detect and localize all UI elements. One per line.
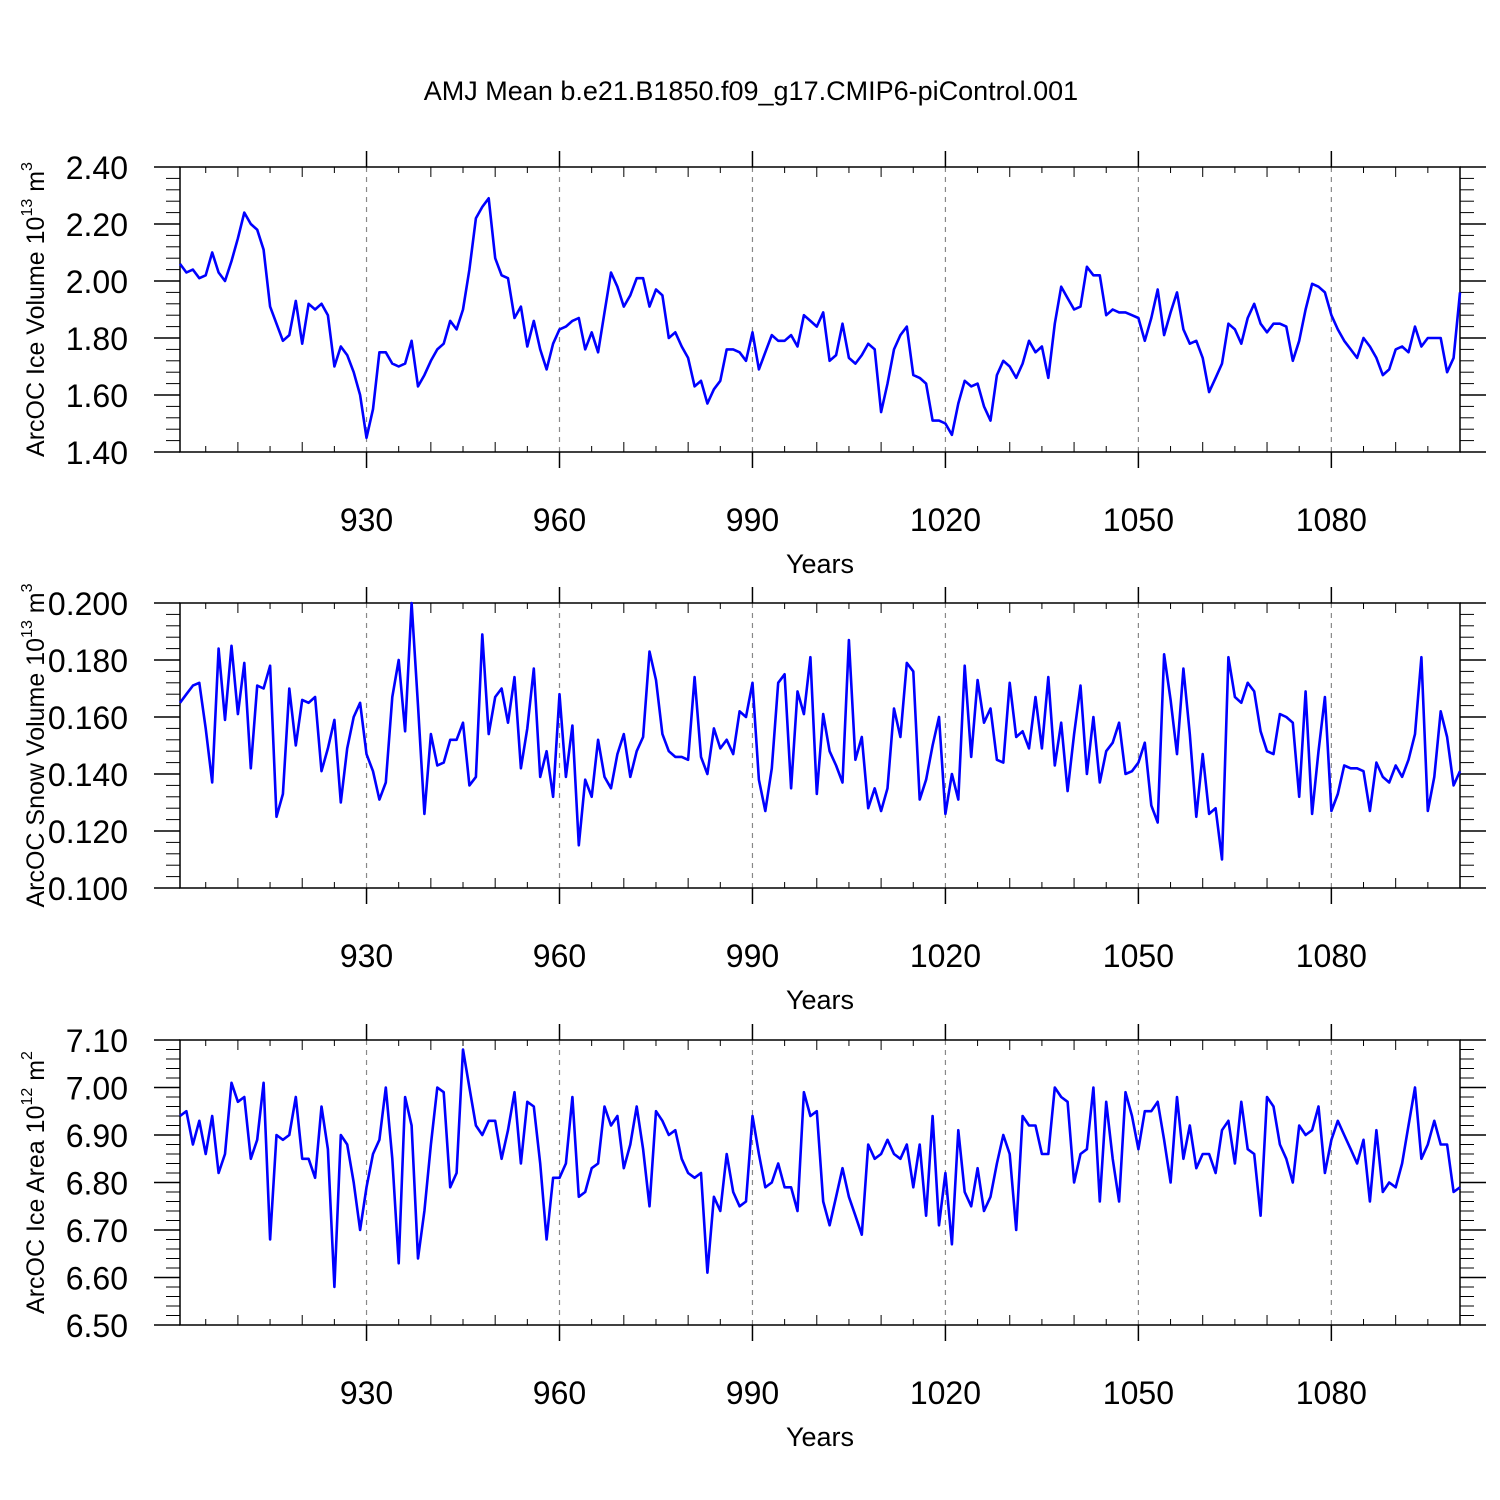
chart-panel-2: 930 960 990 1020 1050 1080 0.100 0.120 0.140 0.16… <box>19 583 1486 1015</box>
y-tick-label: 2.20 <box>66 207 128 243</box>
y-tick-label: 1.60 <box>66 378 128 414</box>
y-tick-label: 0.200 <box>48 586 128 622</box>
y-tick-label: 6.80 <box>66 1166 128 1202</box>
y-axis-label: ArcOC Ice Area 1012 m2 <box>19 1051 50 1314</box>
y-tick-label: 7.10 <box>66 1023 128 1059</box>
y-axis-label: ArcOC Ice Volume 1013 m3 <box>19 162 50 457</box>
chart-panel-3: 930 960 990 1020 1050 1080 6.50 6.60 6.70 6.80 6.9… <box>19 1023 1486 1452</box>
x-tick-label: 1050 <box>1103 1375 1174 1411</box>
x-tick-label: 930 <box>340 1375 393 1411</box>
x-tick-label: 960 <box>533 938 586 974</box>
y-tick-label: 6.50 <box>66 1308 128 1344</box>
y-tick-label: 2.00 <box>66 264 128 300</box>
panels: 930 960 990 1020 1050 1080 1.40 1.60 1.80 2.00 2.2… <box>19 150 1486 1452</box>
x-tick-label: 1080 <box>1296 938 1367 974</box>
x-tick-label: 990 <box>726 938 779 974</box>
y-tick-label: 7.00 <box>66 1071 128 1107</box>
y-tick-label: 0.140 <box>48 757 128 793</box>
y-tick-label: 0.100 <box>48 871 128 907</box>
y-tick-label: 6.70 <box>66 1213 128 1249</box>
y-tick-label: 1.40 <box>66 435 128 471</box>
x-tick-label: 960 <box>533 502 586 538</box>
x-axis-label: Years <box>786 549 854 579</box>
x-tick-label: 960 <box>533 1375 586 1411</box>
y-tick-label: 1.80 <box>66 321 128 357</box>
x-axis-label: Years <box>786 985 854 1015</box>
x-tick-label: 1020 <box>910 1375 981 1411</box>
series-line <box>179 1048 1461 1289</box>
x-tick-label: 1050 <box>1103 938 1174 974</box>
y-tick-label: 0.120 <box>48 814 128 850</box>
series-line <box>178 601 1462 861</box>
y-axis-label: ArcOC Snow Volume 1013 m3 <box>19 583 50 907</box>
x-tick-label: 1050 <box>1103 502 1174 538</box>
chart-panel-1: 930 960 990 1020 1050 1080 1.40 1.60 1.80 2.00 2.2… <box>19 150 1486 579</box>
y-tick-label: 0.160 <box>48 700 128 736</box>
chart-title: AMJ Mean b.e21.B1850.f09_g17.CMIP6-piCon… <box>424 76 1078 106</box>
y-tick-label: 6.60 <box>66 1261 128 1297</box>
plot-frame <box>179 1039 1461 1326</box>
series-line <box>178 197 1462 440</box>
x-tick-label: 930 <box>340 938 393 974</box>
x-tick-label: 990 <box>726 1375 779 1411</box>
plot-frame <box>179 602 1461 889</box>
x-tick-label: 1020 <box>910 938 981 974</box>
y-tick-label: 0.180 <box>48 643 128 679</box>
y-tick-label: 2.40 <box>66 150 128 186</box>
x-tick-label: 990 <box>726 502 779 538</box>
x-axis-label: Years <box>786 1422 854 1452</box>
x-tick-label: 930 <box>340 502 393 538</box>
x-tick-label: 1080 <box>1296 502 1367 538</box>
plot-frame <box>179 166 1461 453</box>
y-tick-label: 6.90 <box>66 1118 128 1154</box>
x-tick-label: 1020 <box>910 502 981 538</box>
x-tick-label: 1080 <box>1296 1375 1367 1411</box>
